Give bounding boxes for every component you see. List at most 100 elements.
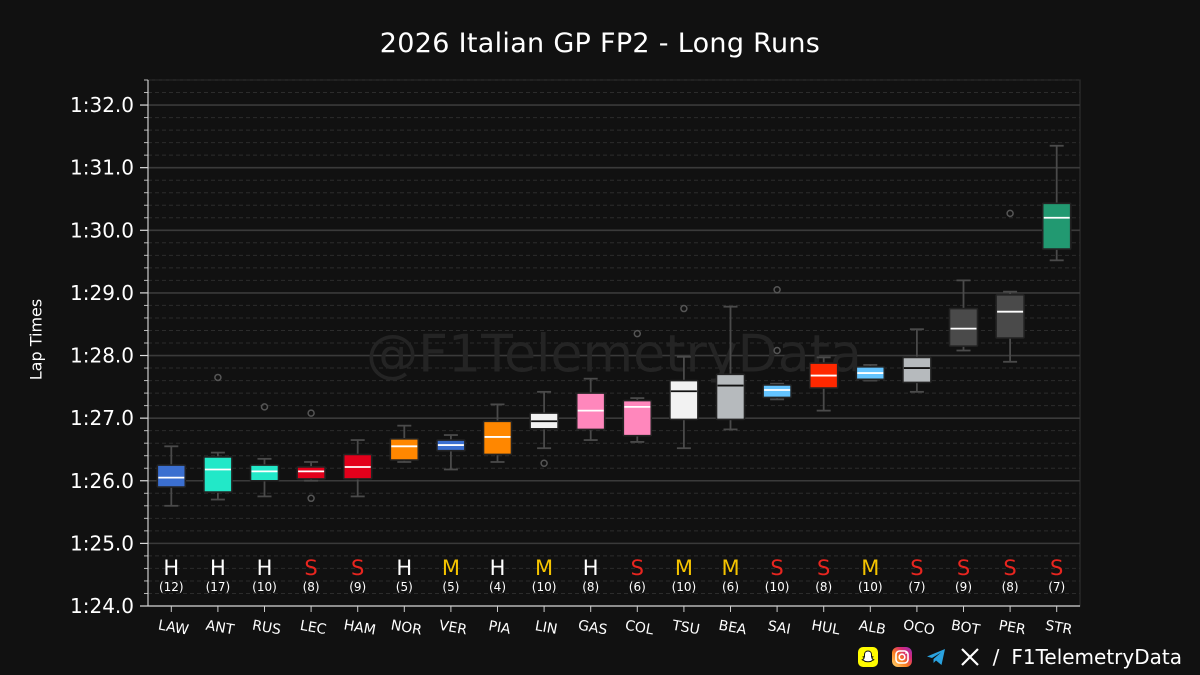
y-tick-label: 1:25.0 [70,531,134,555]
box-nor [389,438,420,461]
lap-count-sai: (10) [765,580,790,594]
lap-count-ham: (9) [349,580,366,594]
x-tick-label-gas: GAS [577,618,609,639]
lap-count-str: (7) [1048,580,1065,594]
box-per [995,293,1025,339]
y-tick-label: 1:28.0 [70,344,134,368]
box-ant [203,456,233,493]
outlier-lec [307,494,315,503]
outlier-sai [773,286,781,294]
instagram-icon[interactable] [891,646,913,668]
box-str [1041,202,1072,250]
compound-label-oco: S [910,556,923,580]
compound-label-hul: S [817,556,830,580]
x-icon[interactable] [959,646,981,668]
outlier-col [633,329,642,338]
lap-count-bot: (9) [955,580,972,594]
compound-label-str: S [1050,556,1063,580]
lap-count-rus: (10) [252,580,277,594]
watermark: @F1TelemetryData [366,325,862,385]
x-tick-label-oco: OCO [902,617,936,638]
lap-count-gas: (8) [582,580,599,594]
compound-label-nor: H [396,556,412,580]
compound-label-bot: S [957,556,970,580]
x-tick-label-col: COL [624,618,655,639]
box-sai [762,384,792,399]
compound-label-alb: M [861,556,879,580]
box-tsu [669,379,699,421]
lap-count-alb: (10) [858,580,883,594]
compound-label-col: S [631,556,644,580]
x-tick-label-nor: NOR [390,617,424,638]
x-tick-label-law: LAW [157,617,190,638]
lap-count-ver: (5) [442,580,459,594]
compound-label-per: S [1003,556,1016,580]
y-tick-label: 1:31.0 [70,156,134,180]
y-tick-label: 1:24.0 [70,594,134,618]
lap-count-lec: (8) [303,580,320,594]
outlier-per [1006,209,1014,218]
lap-count-lin: (10) [532,580,557,594]
lap-count-law: (12) [159,580,184,594]
chart-title: 2026 Italian GP FP2 - Long Runs [379,28,821,59]
box-pia [482,420,513,456]
x-tick-label-tsu: TSU [670,618,701,639]
box-lec [296,466,326,480]
compound-label-gas: H [583,556,599,580]
x-tick-label-ver: VER [438,618,469,639]
lap-count-per: (8) [1002,580,1019,594]
box-bot [948,307,979,347]
x-tick-label-str: STR [1044,618,1074,639]
compound-label-pia: H [490,556,506,580]
lap-count-nor: (5) [396,580,413,594]
outlier-ant [214,373,222,382]
social-footer: / F1TelemetryData [857,644,1182,670]
y-tick-label: 1:30.0 [70,218,134,242]
x-tick-label-lec: LEC [299,618,328,638]
x-tick-label-ant: ANT [204,618,235,639]
x-tick-label-ham: HAM [342,617,376,638]
compound-label-ham: S [351,556,364,580]
footer-separator: / [992,645,1000,669]
x-tick-label-bea: BEA [717,618,748,639]
box-col [622,399,653,437]
x-tick-label-per: PER [997,618,1027,638]
compound-label-bea: M [721,556,739,580]
compound-label-ver: M [442,556,460,580]
x-tick-label-sai: SAI [766,618,791,638]
box-bea [715,373,746,421]
compound-label-law: H [163,556,179,580]
snapchat-icon[interactable] [857,646,879,668]
y-tick-label: 1:26.0 [70,469,134,493]
lap-count-hul: (8) [815,580,832,594]
lap-count-pia: (4) [489,580,506,594]
x-tick-label-lin: LIN [534,618,559,638]
y-axis-label: Lap Times [26,298,46,381]
compound-label-tsu: M [675,556,693,580]
y-tick-label: 1:27.0 [70,406,134,430]
outlier-sai [773,346,781,355]
compound-label-ant: H [210,556,226,580]
lap-count-col: (6) [629,580,646,594]
outlier-lec [307,409,315,417]
compound-label-lin: M [535,556,553,580]
lap-count-ant: (17) [206,580,231,594]
compound-label-sai: S [770,556,783,580]
compound-label-lec: S [304,556,317,580]
outlier-rus [260,403,269,411]
outlier-lin [540,459,548,467]
x-tick-label-bot: BOT [950,618,982,639]
x-tick-label-hul: HUL [810,618,841,639]
y-tick-label: 1:29.0 [70,281,134,305]
box-rus [249,464,280,482]
x-tick-label-pia: PIA [487,618,512,638]
y-tick-label: 1:32.0 [70,93,134,117]
x-tick-label-alb: ALB [858,618,887,638]
box-oco [902,356,932,384]
telegram-icon[interactable] [925,646,947,668]
outlier-tsu [680,304,688,313]
footer-handle[interactable]: F1TelemetryData [1011,645,1182,669]
lap-count-oco: (7) [908,580,925,594]
